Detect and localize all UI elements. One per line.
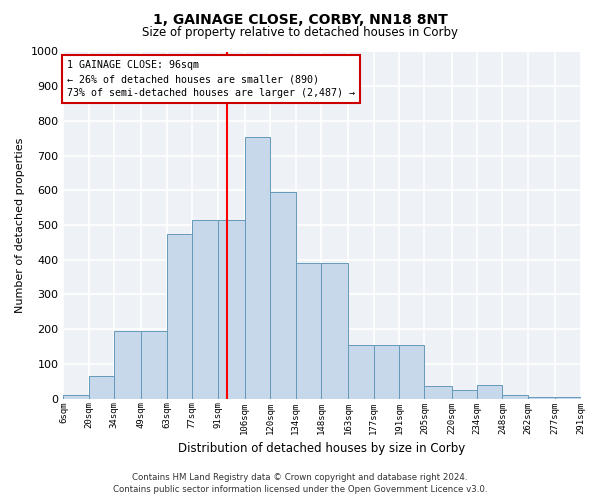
Bar [64,395,89,398]
Text: 1, GAINAGE CLOSE, CORBY, NN18 8NT: 1, GAINAGE CLOSE, CORBY, NN18 8NT [152,12,448,26]
Text: Contains HM Land Registry data © Crown copyright and database right 2024.
Contai: Contains HM Land Registry data © Crown c… [113,472,487,494]
Bar [321,264,348,398]
Bar [270,192,296,398]
Bar [142,331,167,398]
Bar [296,264,321,398]
Bar [528,397,555,398]
Bar [245,136,270,398]
Bar [399,345,424,399]
Bar [167,234,192,398]
Bar [452,390,477,398]
Bar [348,345,374,399]
X-axis label: Distribution of detached houses by size in Corby: Distribution of detached houses by size … [178,442,466,455]
Text: Size of property relative to detached houses in Corby: Size of property relative to detached ho… [142,26,458,39]
Bar [114,331,142,398]
Text: 1 GAINAGE CLOSE: 96sqm
← 26% of detached houses are smaller (890)
73% of semi-de: 1 GAINAGE CLOSE: 96sqm ← 26% of detached… [67,60,355,98]
Bar [192,220,218,398]
Bar [555,397,581,398]
Bar [218,220,245,398]
Bar [502,395,528,398]
Bar [424,386,452,398]
Y-axis label: Number of detached properties: Number of detached properties [15,138,25,313]
Bar [374,345,399,399]
Bar [89,376,114,398]
Bar [477,385,502,398]
